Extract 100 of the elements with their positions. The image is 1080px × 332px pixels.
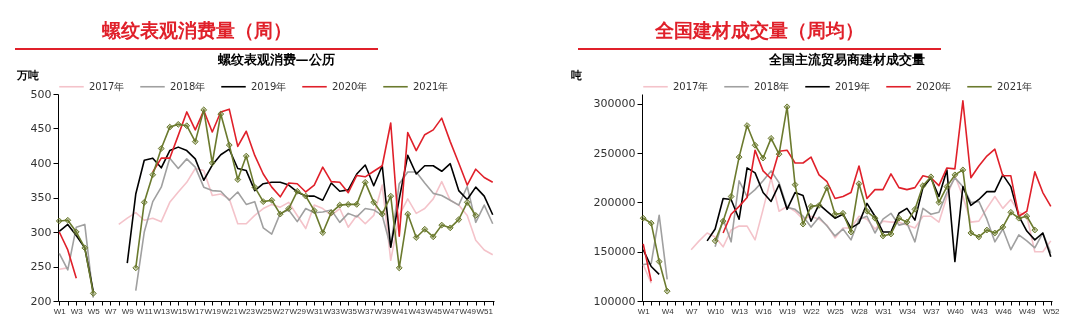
point	[89, 290, 97, 297]
point	[1015, 214, 1023, 222]
point	[999, 223, 1007, 231]
x-tick-label: W3	[70, 306, 84, 316]
y-tick-label: 150000	[593, 245, 636, 259]
point	[191, 138, 199, 146]
x-tick-label: W37	[923, 306, 941, 316]
x-tick-label: W13	[731, 306, 749, 316]
x-tick-label: W23	[238, 306, 256, 316]
point	[1023, 212, 1031, 220]
x-tick-label: W11	[136, 306, 154, 316]
point	[719, 217, 727, 225]
point	[975, 233, 983, 241]
chart-subtitle: 全国主流贸易商建材成交量	[768, 52, 925, 67]
point	[225, 141, 233, 149]
x-tick-label: W43	[971, 306, 989, 316]
legend-label: 2021年	[997, 80, 1033, 92]
point	[655, 258, 663, 265]
point	[234, 176, 242, 183]
x-tick-label: W19	[779, 306, 797, 316]
y-tick-label: 500	[30, 87, 52, 101]
point	[839, 209, 847, 217]
x-tick-label: W37	[357, 306, 375, 316]
point	[871, 214, 879, 222]
legend-label: 2018年	[754, 80, 790, 92]
point	[344, 200, 352, 208]
x-tick-label: W28	[851, 306, 869, 316]
x-tick-label: W35	[340, 306, 358, 316]
point	[412, 234, 420, 241]
x-tick-label: W51	[476, 306, 494, 316]
y-tick-label: 450	[30, 122, 52, 135]
point	[361, 178, 369, 186]
point	[140, 198, 148, 206]
x-tick-label: W52	[1043, 306, 1061, 316]
x-tick-label: W25	[827, 306, 845, 316]
y-tick-label: 300000	[593, 97, 636, 111]
x-tick-label: W5	[87, 306, 101, 316]
point	[174, 120, 182, 128]
point	[285, 205, 293, 212]
point	[759, 154, 767, 162]
y-tick-label: 400	[30, 156, 52, 170]
x-tick-label: W13	[153, 306, 171, 316]
point	[903, 218, 911, 226]
point	[927, 173, 935, 181]
point	[429, 233, 437, 241]
point	[743, 122, 751, 129]
point	[472, 212, 480, 219]
x-tick-label: W45	[425, 306, 443, 316]
point	[208, 159, 216, 167]
point	[446, 224, 454, 232]
point	[799, 220, 807, 228]
point	[132, 264, 140, 272]
x-tick-label: W7	[104, 306, 118, 316]
x-tick-label: W49	[1019, 306, 1037, 316]
point	[81, 244, 89, 252]
chart-subtitle: 螺纹表观消费—公历	[216, 52, 335, 67]
point	[310, 207, 318, 215]
point	[319, 229, 327, 237]
y-tick-label: 100000	[593, 294, 636, 308]
x-tick-label: W49	[459, 306, 477, 316]
y-axis-title: 万吨	[15, 68, 39, 82]
legend-label: 2017年	[89, 80, 125, 92]
point	[767, 134, 775, 142]
x-tick-label: W16	[755, 306, 773, 316]
x-tick-label: W41	[391, 306, 409, 316]
point	[879, 232, 887, 240]
x-tick-label: W4	[661, 306, 675, 316]
point	[815, 201, 823, 209]
point	[823, 184, 831, 192]
point	[242, 152, 250, 160]
x-tick-label: W15	[170, 306, 188, 316]
point	[1007, 208, 1015, 216]
point	[438, 221, 446, 229]
x-tick-label: W22	[803, 306, 821, 316]
point	[149, 171, 157, 179]
legend-label: 2021年	[413, 80, 449, 92]
x-tick-label: W33	[323, 306, 341, 316]
point	[647, 219, 655, 227]
legend-label: 2020年	[332, 80, 368, 92]
point	[919, 182, 927, 190]
x-tick-label: W46	[995, 306, 1013, 316]
x-tick-label: W27	[272, 306, 290, 316]
point	[183, 122, 191, 130]
x-tick-label: W1	[53, 306, 67, 316]
point	[863, 207, 871, 215]
point	[353, 200, 361, 208]
point	[807, 202, 815, 210]
point	[387, 192, 395, 200]
point	[831, 210, 839, 218]
legend-label: 2020年	[916, 80, 952, 92]
y-tick-label: 200000	[593, 195, 636, 209]
point	[370, 198, 378, 206]
point	[404, 210, 412, 218]
point	[336, 201, 344, 209]
point	[911, 205, 919, 213]
point	[327, 209, 335, 217]
x-tick-label: W40	[947, 306, 965, 316]
point	[727, 193, 735, 200]
point	[751, 141, 759, 149]
point	[293, 187, 301, 195]
